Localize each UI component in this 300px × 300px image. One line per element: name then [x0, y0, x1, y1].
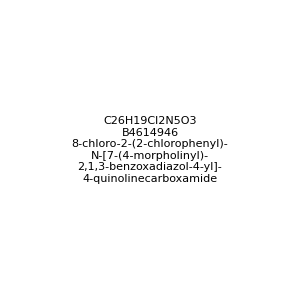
Text: C26H19Cl2N5O3
B4614946
8-chloro-2-(2-chlorophenyl)-
N-[7-(4-morpholinyl)-
2,1,3-: C26H19Cl2N5O3 B4614946 8-chloro-2-(2-chl… [72, 116, 228, 184]
